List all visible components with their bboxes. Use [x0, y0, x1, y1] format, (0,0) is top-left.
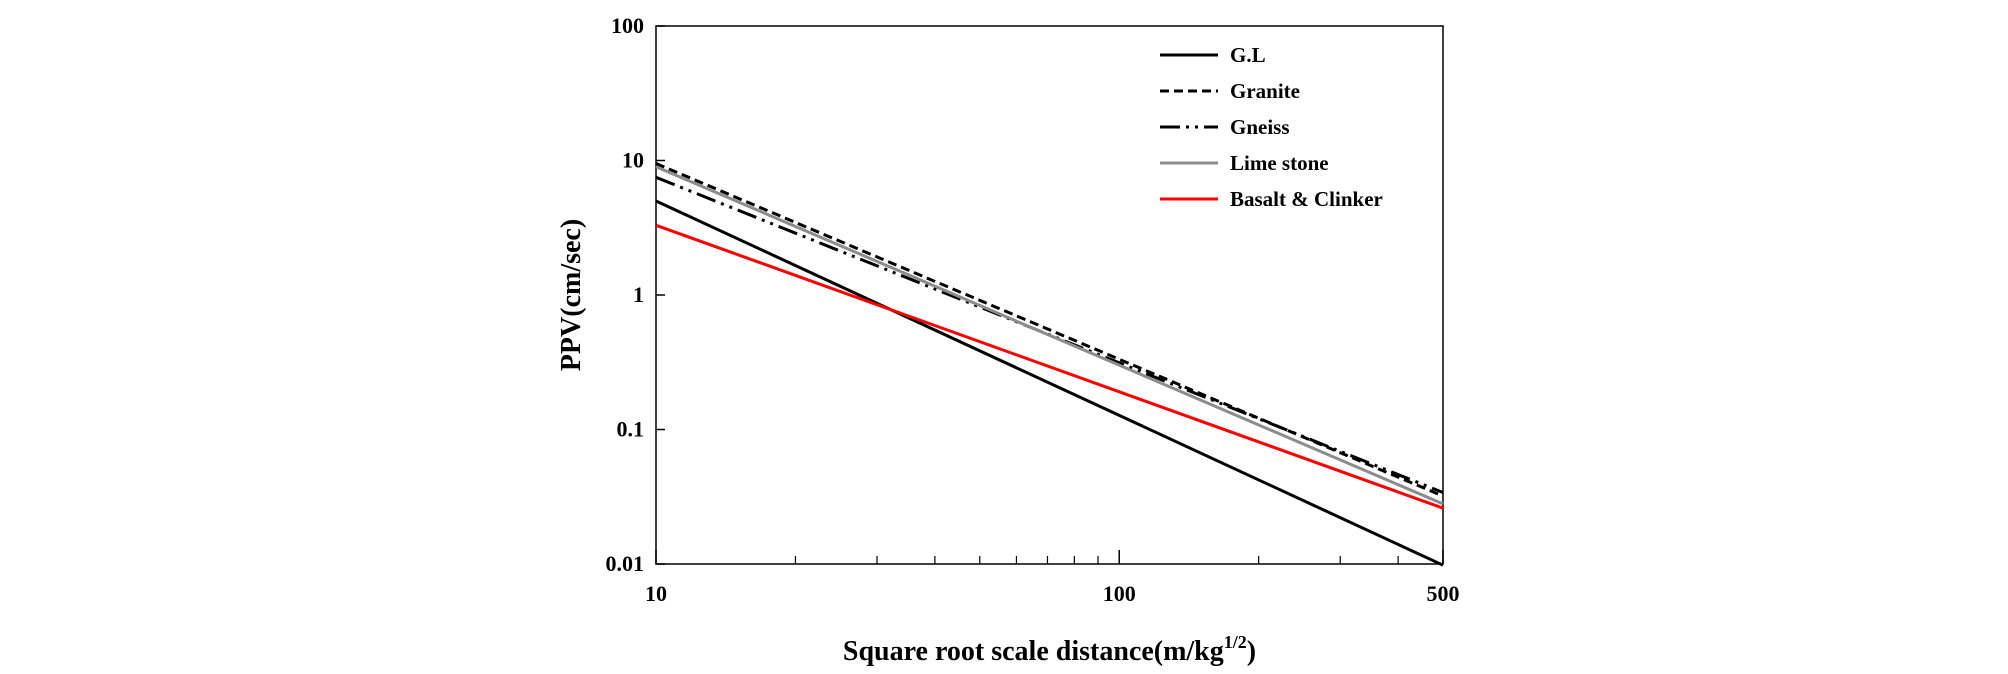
x-axis-title-tail: ) — [1247, 636, 1256, 667]
legend-label: Basalt & Clinker — [1230, 187, 1383, 211]
x-tick-label: 100 — [1103, 581, 1136, 606]
x-axis-title: Square root scale distance(m/kg1/2) — [843, 632, 1256, 667]
x-tick-label: 10 — [645, 581, 667, 606]
series-line — [655, 165, 1444, 506]
legend-label: Lime stone — [1230, 151, 1329, 175]
series-line — [655, 223, 1444, 510]
legend-label: Granite — [1230, 79, 1300, 103]
y-tick-label: 1 — [633, 282, 644, 307]
series-line — [655, 162, 1444, 498]
legend: G.L Granite Gneiss Lime stone Basalt & Clink… — [1160, 43, 1383, 211]
y-tick-label: 0.1 — [617, 417, 645, 442]
y-axis-title: PPV(cm/sec) — [556, 219, 587, 371]
axes: 0.01 0.1 1 10 100 10 100 500 — [606, 13, 1460, 606]
legend-label: Gneiss — [1230, 115, 1290, 139]
y-tick-label: 0.01 — [606, 551, 645, 576]
series-line — [655, 199, 1444, 567]
y-tick-label: 10 — [622, 148, 644, 173]
x-tick-label: 500 — [1427, 581, 1460, 606]
plot-frame — [655, 25, 1444, 565]
series-lines — [655, 162, 1444, 567]
legend-label: G.L — [1230, 43, 1266, 67]
y-tick-label: 100 — [611, 13, 644, 38]
x-axis-title-main: Square root scale distance(m/kg — [843, 636, 1224, 667]
x-axis-title-superscript: 1/2 — [1224, 632, 1247, 652]
